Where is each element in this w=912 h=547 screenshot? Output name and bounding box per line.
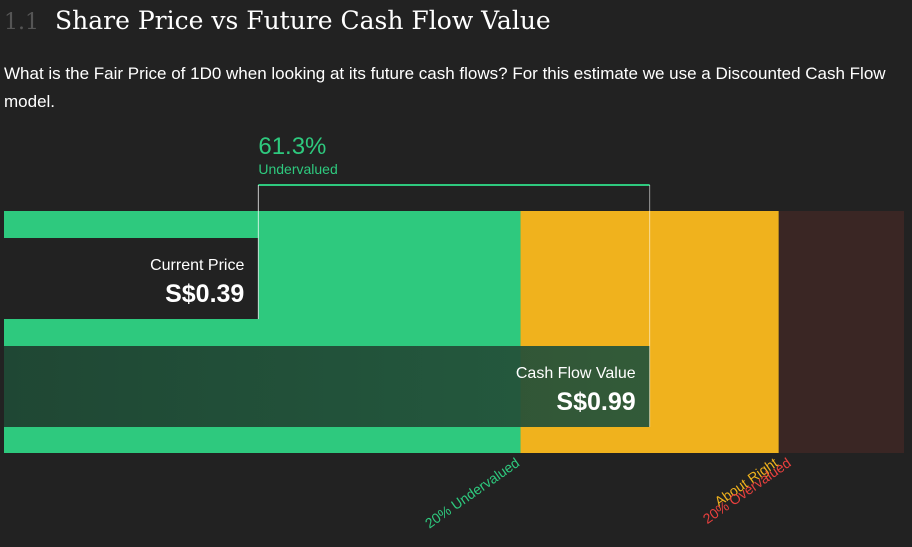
zone-label-undervalued: 20% Undervalued [422, 454, 522, 531]
page-title: Share Price vs Future Cash Flow Value [55, 6, 551, 35]
cash-flow-value-amount: S$0.99 [556, 388, 635, 416]
current-price-label: Current Price [150, 257, 244, 274]
section-header: 1.1 Share Price vs Future Cash Flow Valu… [4, 6, 551, 35]
cash-flow-value-bar [4, 346, 650, 427]
difference-percent: 61.3% [258, 133, 326, 160]
current-price-value: S$0.39 [165, 280, 244, 308]
section-number: 1.1 [4, 10, 39, 35]
section-description: What is the Fair Price of 1D0 when looki… [4, 64, 886, 111]
cash-flow-value-label: Cash Flow Value [516, 365, 636, 382]
current-price-bar [4, 238, 259, 319]
zone-overvalued [778, 211, 904, 453]
difference-status: Undervalued [258, 161, 337, 177]
zone-label-overvalued: 20% Overvalued [700, 454, 794, 526]
